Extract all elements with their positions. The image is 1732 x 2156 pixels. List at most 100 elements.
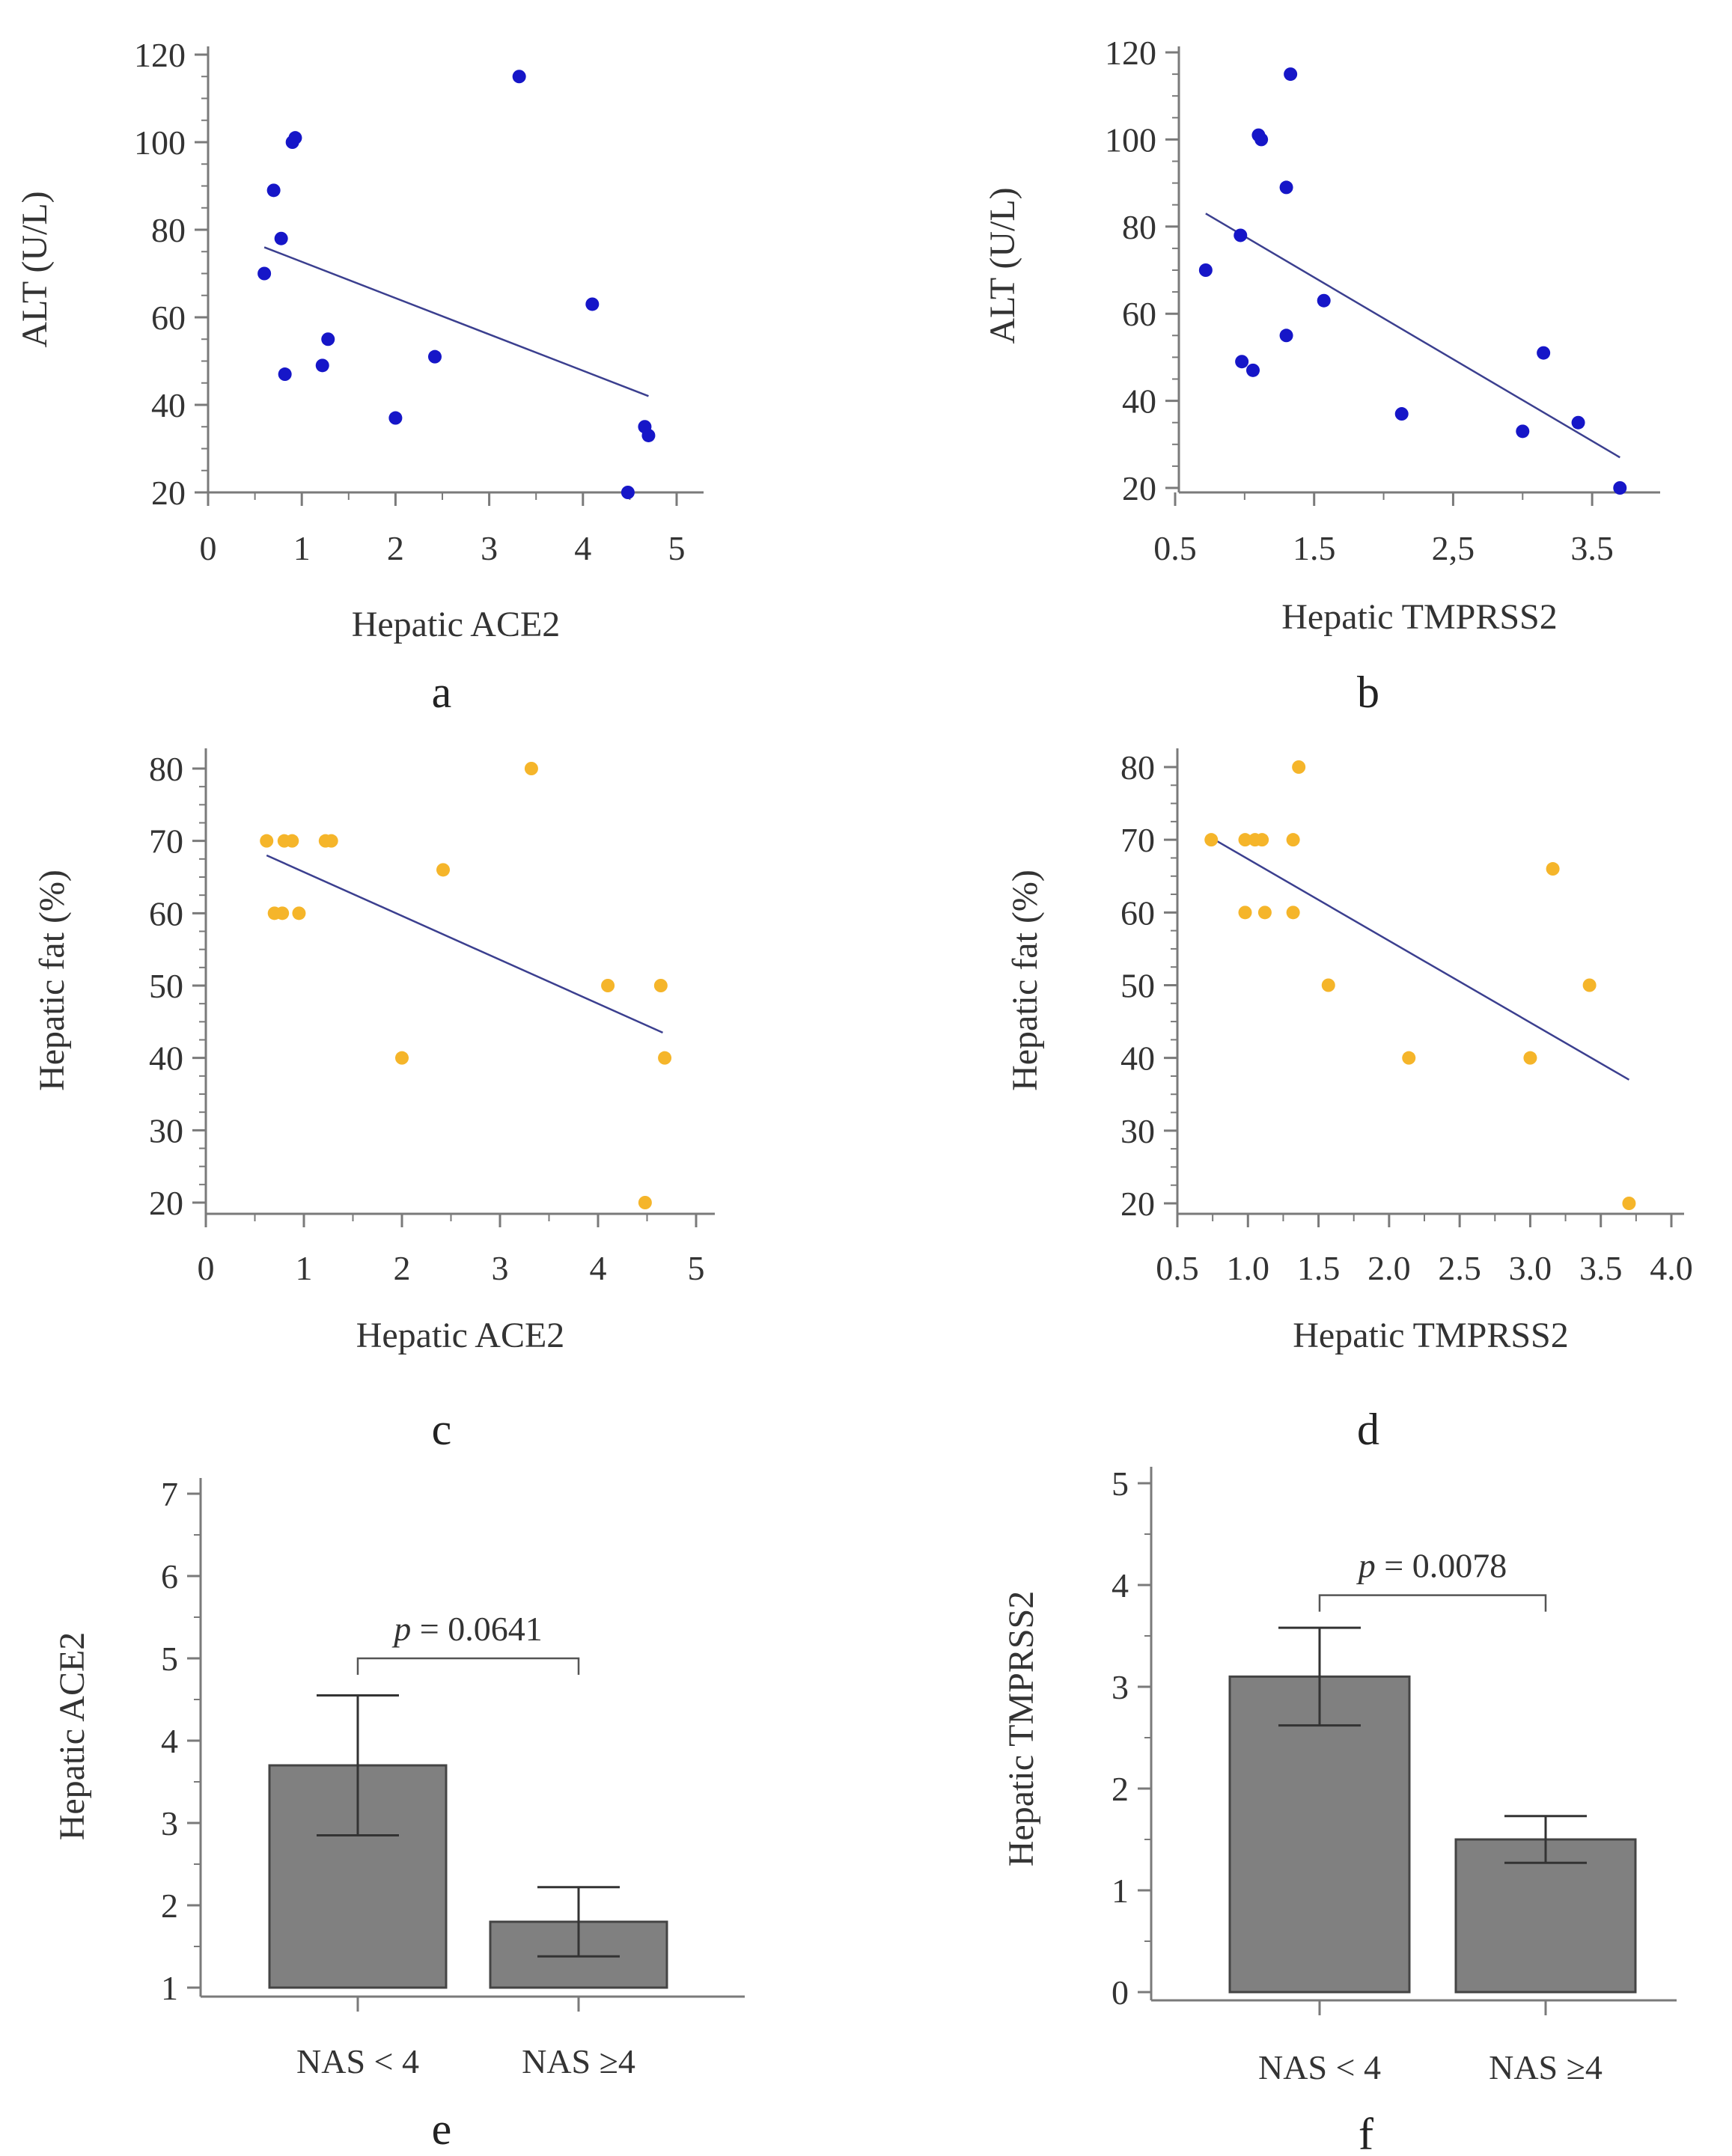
y-axis-title: Hepatic ACE2 — [52, 1632, 92, 1841]
data-point — [638, 1196, 652, 1209]
data-point — [1292, 760, 1306, 774]
data-point — [436, 863, 451, 877]
y-tick-label: 80 — [151, 211, 186, 249]
data-point — [1254, 132, 1269, 147]
y-tick-label: 80 — [149, 750, 183, 788]
bar — [1228, 1675, 1411, 1994]
category-label: NAS < 4 — [296, 2042, 419, 2080]
p-value-text: = 0.0641 — [411, 1610, 542, 1648]
panel-label: d — [1357, 1405, 1379, 1454]
y-tick-label: 5 — [161, 1640, 178, 1678]
x-tick-label: 1.5 — [1293, 529, 1336, 567]
y-tick-label: 2 — [161, 1887, 178, 1925]
y-tick-label: 20 — [149, 1184, 183, 1222]
data-point — [1198, 263, 1213, 277]
data-point — [1546, 862, 1560, 876]
y-tick-label: 80 — [1122, 208, 1156, 246]
x-tick-label: 3.5 — [1570, 529, 1614, 567]
data-point — [1279, 180, 1293, 195]
data-point — [315, 358, 329, 373]
data-point — [1257, 906, 1272, 920]
y-tick-label: 4 — [1112, 1566, 1129, 1604]
data-point — [1238, 906, 1252, 920]
x-tick-label: 2 — [387, 529, 404, 567]
data-point — [292, 906, 306, 920]
x-tick-label: 1 — [293, 529, 311, 567]
significance-bracket — [1318, 1594, 1547, 1612]
regression-line — [266, 854, 663, 1033]
y-tick-label: 20 — [1120, 1185, 1155, 1223]
data-point — [260, 834, 274, 848]
y-tick-label: 40 — [149, 1039, 183, 1078]
y-axis-title: ALT (U/L) — [15, 191, 55, 347]
y-axis-title: Hepatic TMPRSS2 — [1001, 1591, 1041, 1866]
data-point — [524, 762, 538, 775]
y-tick-label: 80 — [1120, 748, 1155, 787]
x-tick-label: 2.0 — [1367, 1249, 1411, 1287]
x-tick-label: 4 — [590, 1249, 607, 1287]
panel-label: c — [432, 1405, 452, 1454]
y-tick-label: 100 — [134, 123, 186, 162]
category-label: NAS ≥4 — [1489, 2048, 1603, 2086]
regression-line — [263, 246, 649, 397]
panel-label: e — [432, 2104, 452, 2154]
panel-label: a — [432, 668, 452, 717]
data-point — [1204, 833, 1219, 847]
data-point — [1516, 424, 1530, 439]
y-tick-label: 60 — [1120, 894, 1155, 932]
y-tick-label: 2 — [1112, 1770, 1129, 1808]
data-point — [427, 349, 442, 364]
y-tick-label: 30 — [1120, 1112, 1155, 1150]
y-tick-label: 50 — [149, 967, 183, 1005]
y-tick-label: 60 — [151, 299, 186, 337]
data-point — [278, 367, 292, 382]
x-tick-label: 3.0 — [1509, 1249, 1552, 1287]
data-point — [653, 979, 668, 992]
data-point — [1613, 481, 1627, 495]
y-tick-label: 3 — [1112, 1668, 1129, 1706]
data-point — [1317, 293, 1331, 308]
y-tick-label: 40 — [1122, 382, 1156, 421]
x-tick-label: 4.0 — [1650, 1249, 1693, 1287]
data-point — [658, 1051, 672, 1065]
y-tick-label: 1 — [161, 1969, 178, 2007]
data-point — [266, 183, 281, 198]
y-axis-title: Hepatic fat (%) — [1005, 870, 1045, 1091]
data-point — [641, 428, 656, 442]
y-tick-label: 20 — [151, 474, 186, 512]
p-value-label: p = 0.0641 — [391, 1610, 542, 1648]
chart-panel-a: 20 40 60 80 100 120 0 1 2 3 4 5 Hepatic ACE2 ALT (U/L… — [15, 36, 704, 717]
data-point — [1402, 1051, 1416, 1065]
y-tick-label: 7 — [161, 1475, 178, 1513]
panel-label: f — [1359, 2110, 1373, 2156]
data-point — [620, 486, 635, 499]
x-tick-label: 2 — [394, 1249, 411, 1287]
y-tick-label: 100 — [1105, 120, 1156, 159]
y-tick-label: 120 — [134, 36, 186, 74]
p-symbol: p — [391, 1610, 411, 1648]
y-tick-label: 3 — [161, 1804, 178, 1842]
y-tick-label: 60 — [149, 894, 183, 932]
data-point — [1571, 415, 1585, 430]
regression-line — [1205, 213, 1620, 459]
data-point — [321, 332, 335, 346]
data-point — [1279, 329, 1293, 343]
data-point — [512, 70, 526, 84]
data-point — [1286, 833, 1300, 847]
data-point — [288, 131, 302, 145]
data-point — [274, 231, 288, 245]
y-tick-label: 60 — [1122, 295, 1156, 333]
y-tick-label: 50 — [1120, 967, 1155, 1005]
y-axis-title: Hepatic fat (%) — [32, 870, 72, 1091]
data-point — [1394, 407, 1409, 421]
data-point — [324, 834, 338, 848]
y-tick-label: 40 — [151, 386, 186, 424]
x-tick-label: 1.0 — [1227, 1249, 1270, 1287]
category-label: NAS < 4 — [1258, 2048, 1381, 2086]
data-point — [1321, 978, 1335, 992]
data-point — [1255, 833, 1269, 847]
data-point — [1286, 906, 1300, 920]
y-tick-label: 6 — [161, 1557, 178, 1595]
y-tick-label: 0 — [1112, 1973, 1129, 2012]
